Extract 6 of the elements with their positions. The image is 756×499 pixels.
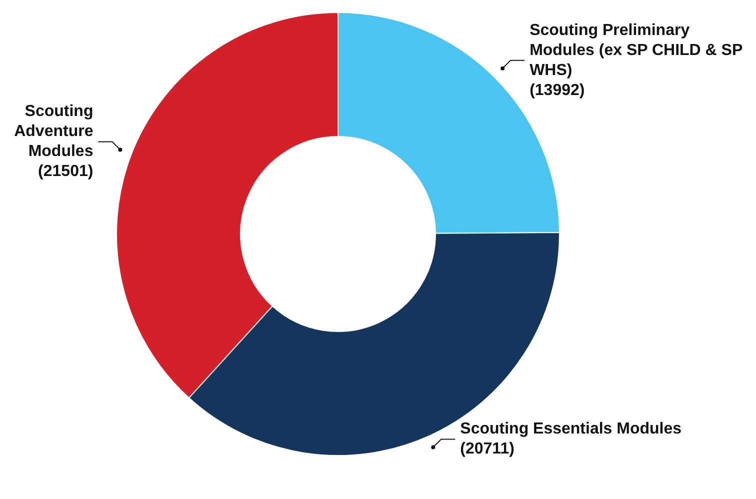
slice-label: Scouting Adventure Modules: [14, 103, 94, 160]
slice-label: Scouting Essentials Modules: [460, 420, 682, 438]
data-label: (13992): [530, 82, 585, 99]
slice-label: Scouting Preliminary Modules (ex SP CHILD & SP WHS): [530, 22, 743, 79]
data-label: (21501): [38, 163, 94, 180]
data-label: (20711): [460, 440, 514, 458]
